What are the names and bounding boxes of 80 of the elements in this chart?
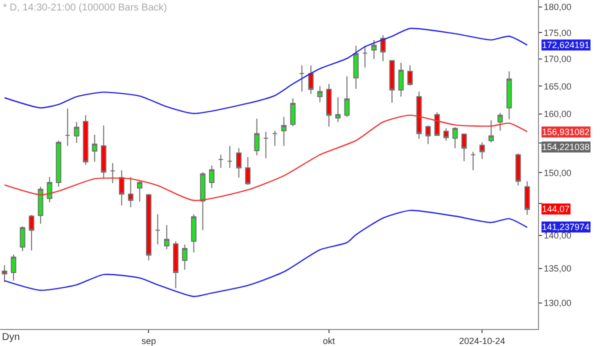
y-tick-label: 140,00 xyxy=(544,230,572,241)
candlestick xyxy=(191,214,196,253)
candlestick xyxy=(407,64,413,86)
candlestick xyxy=(326,83,332,128)
y-tick-label: 150,00 xyxy=(544,168,572,178)
text: 154,221038 xyxy=(542,142,590,152)
candlestick xyxy=(82,114,88,166)
y-tick-label: 160,00 xyxy=(544,109,572,120)
candlestick xyxy=(227,145,233,168)
line-series xyxy=(4,28,528,114)
candlestick xyxy=(28,214,34,251)
candlestick xyxy=(92,134,98,162)
candlestick xyxy=(515,153,521,186)
candlestick xyxy=(173,240,178,289)
candlestick xyxy=(470,151,476,171)
candlestick xyxy=(353,45,359,90)
candlestick xyxy=(308,64,314,94)
candlestick xyxy=(236,148,242,178)
candlestick xyxy=(452,126,458,149)
candlestick xyxy=(209,164,214,188)
candlestick xyxy=(524,180,530,216)
x-tick-label: sep xyxy=(141,336,156,346)
candlestick xyxy=(56,140,62,188)
candlestick xyxy=(146,194,152,261)
candlestick xyxy=(200,172,206,231)
candlestick xyxy=(362,45,368,68)
text: Dyn xyxy=(2,332,20,343)
candlestick xyxy=(128,176,134,208)
candlestick xyxy=(218,154,224,168)
candlestick xyxy=(263,131,269,159)
candlestick xyxy=(497,112,503,132)
candlestick xyxy=(245,156,251,186)
candlestick xyxy=(38,186,44,224)
candlestick xyxy=(398,62,404,98)
y-tick-label: 180,00 xyxy=(544,2,572,12)
candlestick xyxy=(110,162,116,184)
candlestick xyxy=(416,91,422,140)
x-tick-label: 2024-10-24 xyxy=(459,336,506,346)
chart-title: * D, 14:30-21:00 (100000 Bars Back) xyxy=(3,2,167,14)
candlestick xyxy=(317,86,323,103)
candlestick xyxy=(46,176,52,203)
candlestick xyxy=(254,118,260,156)
candlestick xyxy=(64,108,70,146)
candlestick xyxy=(281,116,287,146)
candlestick xyxy=(182,244,188,270)
candlestick xyxy=(461,133,467,162)
text: 144,07 xyxy=(542,204,570,214)
candlestick xyxy=(118,170,124,206)
y-tick-label: 130,00 xyxy=(544,298,572,308)
y-tick-label: 165,00 xyxy=(544,81,572,92)
candlestick xyxy=(506,70,512,120)
candlestick xyxy=(335,96,341,123)
line-series xyxy=(4,114,528,202)
data-label: 156,931082 xyxy=(542,127,590,137)
x-tick-label: okt xyxy=(322,336,336,346)
candlestick xyxy=(479,142,485,160)
candlestick xyxy=(20,226,26,252)
data-label: 141,237974 xyxy=(542,222,590,232)
candlestick xyxy=(136,180,142,202)
candlestick xyxy=(488,120,494,143)
candlestick xyxy=(443,128,449,142)
line-series xyxy=(4,210,528,298)
candlestick xyxy=(74,122,80,144)
data-label: 172,624191 xyxy=(542,40,590,50)
y-tick-label: 170,00 xyxy=(544,54,572,64)
candlestick xyxy=(299,64,305,92)
candlestick xyxy=(10,254,16,282)
y-tick-label: 175,00 xyxy=(544,28,572,38)
candlestick xyxy=(100,125,106,180)
candlestick xyxy=(425,125,431,145)
candlestick xyxy=(344,76,350,118)
candlestick xyxy=(164,224,170,250)
candlestick xyxy=(371,39,377,60)
y-tick-label: 135,00 xyxy=(544,264,572,274)
candlestick xyxy=(290,98,296,127)
candlestick xyxy=(272,130,278,146)
candlestick xyxy=(434,112,440,136)
candlestick xyxy=(389,60,395,104)
candlestick xyxy=(155,214,160,246)
candlestick xyxy=(2,264,8,283)
